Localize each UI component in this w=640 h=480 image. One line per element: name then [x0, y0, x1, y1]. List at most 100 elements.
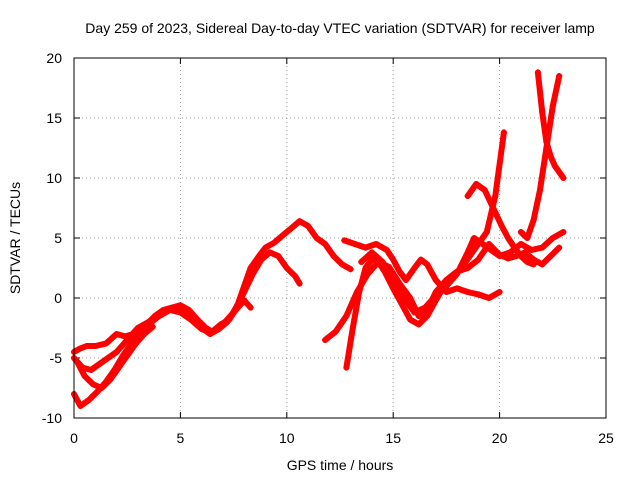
data-point	[347, 266, 354, 273]
data-point	[390, 277, 397, 283]
data-point	[351, 241, 358, 247]
data-point	[481, 187, 488, 193]
data-point	[145, 321, 152, 328]
data-point	[422, 304, 429, 311]
data-point	[249, 271, 256, 277]
data-point	[266, 249, 273, 256]
data-point	[539, 244, 546, 251]
data-point	[368, 256, 375, 263]
data-point	[113, 331, 120, 337]
data-point	[443, 283, 450, 289]
data-point	[549, 235, 556, 241]
data-point	[528, 247, 535, 253]
y-tick-label: 15	[46, 110, 62, 126]
data-point	[496, 253, 503, 259]
data-point	[415, 313, 422, 319]
data-point	[379, 259, 386, 265]
data-point	[530, 261, 537, 268]
data-point	[368, 249, 375, 256]
data-series	[71, 69, 567, 409]
data-point	[464, 193, 471, 199]
data-point	[134, 325, 141, 331]
plot-frame	[73, 57, 607, 419]
data-point	[547, 253, 554, 259]
data-point	[296, 280, 303, 287]
data-point	[475, 256, 482, 263]
data-point	[241, 297, 248, 304]
data-point	[275, 253, 282, 259]
data-point	[539, 109, 546, 115]
data-point	[362, 265, 369, 271]
data-point	[105, 355, 112, 361]
data-point	[177, 309, 184, 316]
data-point	[500, 129, 507, 136]
data-point	[124, 337, 131, 343]
series-track-6	[343, 129, 507, 371]
data-point	[81, 373, 88, 379]
data-point	[464, 249, 471, 256]
data-point	[341, 237, 348, 244]
data-point	[343, 364, 350, 371]
data-point	[496, 289, 503, 295]
data-point	[124, 352, 131, 359]
y-tick-label: 0	[54, 290, 62, 306]
series-track-4	[75, 323, 156, 391]
data-point	[424, 313, 431, 319]
data-point	[166, 307, 173, 313]
data-point	[296, 218, 303, 225]
data-point	[524, 259, 531, 265]
data-point	[383, 247, 390, 253]
data-point	[330, 253, 337, 259]
data-point	[464, 265, 471, 271]
data-point	[92, 343, 99, 349]
data-point	[90, 381, 97, 388]
data-point	[241, 289, 248, 295]
data-point	[83, 343, 90, 349]
data-point	[530, 217, 537, 223]
data-point	[102, 340, 109, 347]
data-point	[549, 103, 556, 109]
data-point	[292, 273, 299, 280]
data-point	[258, 256, 265, 263]
data-point	[473, 181, 480, 187]
data-point	[454, 285, 461, 292]
data-point	[432, 277, 439, 283]
data-point	[271, 239, 278, 246]
data-point	[485, 295, 492, 301]
data-point	[398, 301, 405, 307]
data-point	[98, 385, 105, 391]
x-tick-label: 15	[385, 430, 401, 446]
data-point	[75, 361, 82, 367]
data-point	[322, 337, 329, 343]
series-track-8	[358, 229, 567, 316]
data-point	[343, 313, 350, 319]
series-track-7	[341, 237, 503, 301]
data-point	[149, 323, 156, 330]
data-point	[132, 340, 139, 347]
data-point	[209, 328, 216, 335]
data-point	[85, 397, 92, 403]
series-line	[75, 323, 156, 391]
x-axis-label: GPS time / hours	[287, 457, 394, 473]
y-tick-label: -10	[42, 410, 62, 426]
data-point	[77, 345, 84, 352]
data-point	[543, 139, 550, 145]
y-axis-label: SDTVAR / TECUs	[7, 182, 23, 294]
data-point	[524, 235, 531, 241]
x-tick-label: 20	[492, 430, 508, 446]
data-point	[407, 316, 414, 323]
data-point	[407, 295, 414, 301]
data-point	[454, 271, 461, 277]
data-point	[313, 235, 320, 241]
data-point	[358, 259, 365, 265]
data-point	[279, 232, 286, 239]
data-point	[479, 241, 486, 247]
data-point	[107, 376, 114, 383]
data-point	[373, 241, 380, 247]
data-point	[396, 268, 403, 275]
y-tick-label: -5	[50, 350, 63, 366]
x-tick-label: 5	[177, 430, 185, 446]
x-tick-label: 0	[70, 430, 78, 446]
data-point	[488, 247, 495, 253]
